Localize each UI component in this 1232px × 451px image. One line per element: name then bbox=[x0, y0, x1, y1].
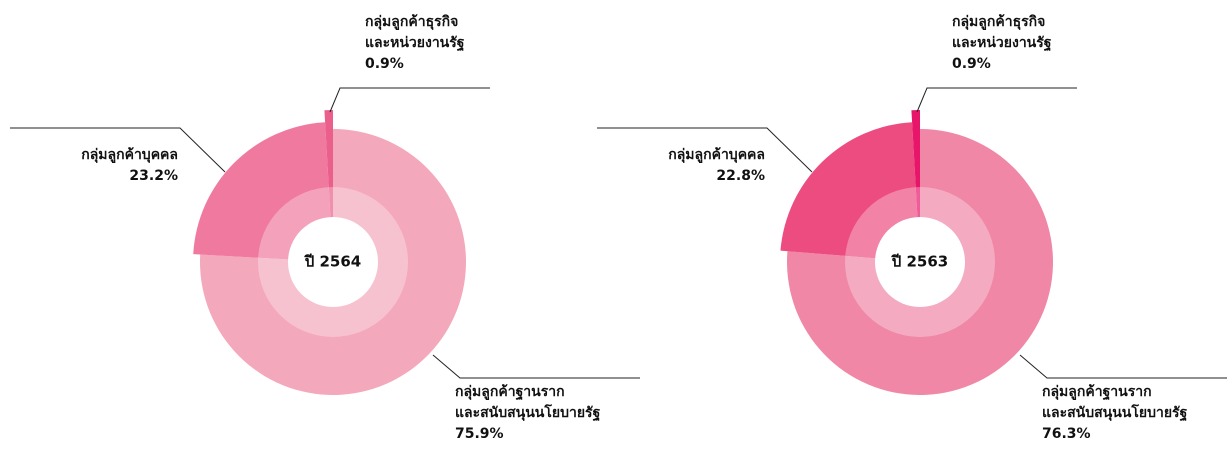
slice-label: และสนับสนุนนโยบายรัฐ bbox=[1042, 403, 1188, 422]
center-label: ปี 2563 bbox=[891, 253, 948, 271]
hole bbox=[875, 217, 965, 307]
pie-slice bbox=[780, 122, 920, 262]
pie-slice bbox=[193, 122, 333, 262]
slice-label: กลุ่มลูกค้าธุรกิจ bbox=[365, 14, 458, 30]
leader-line bbox=[597, 127, 813, 173]
leader-line bbox=[10, 127, 226, 173]
slice-label: และหน่วยงานรัฐ bbox=[952, 35, 1052, 52]
slice-label: กลุ่มลูกค้าธุรกิจ bbox=[952, 14, 1045, 30]
leader-line bbox=[432, 354, 640, 379]
value-label: 22.8% bbox=[716, 168, 765, 184]
slice-label: กลุ่มลูกค้าบุคคล bbox=[668, 147, 765, 163]
center-label: ปี 2564 bbox=[304, 253, 361, 271]
value-label: 76.3% bbox=[1042, 426, 1091, 442]
value-label: 0.9% bbox=[365, 56, 404, 72]
hole bbox=[288, 217, 378, 307]
slice-label: กลุ่มลูกค้าบุคคล bbox=[81, 147, 178, 163]
slice-label: และหน่วยงานรัฐ bbox=[365, 35, 465, 52]
value-label: 23.2% bbox=[129, 168, 178, 184]
leader-line bbox=[329, 87, 490, 113]
leader-line bbox=[1019, 354, 1227, 379]
slice-label: กลุ่มลูกค้าฐานราก bbox=[1042, 384, 1152, 401]
value-label: 75.9% bbox=[455, 426, 504, 442]
value-label: 0.9% bbox=[952, 56, 991, 72]
slice-label: กลุ่มลูกค้าฐานราก bbox=[455, 384, 565, 401]
leader-line bbox=[916, 87, 1077, 113]
slice-label: และสนับสนุนนโยบายรัฐ bbox=[455, 403, 601, 422]
